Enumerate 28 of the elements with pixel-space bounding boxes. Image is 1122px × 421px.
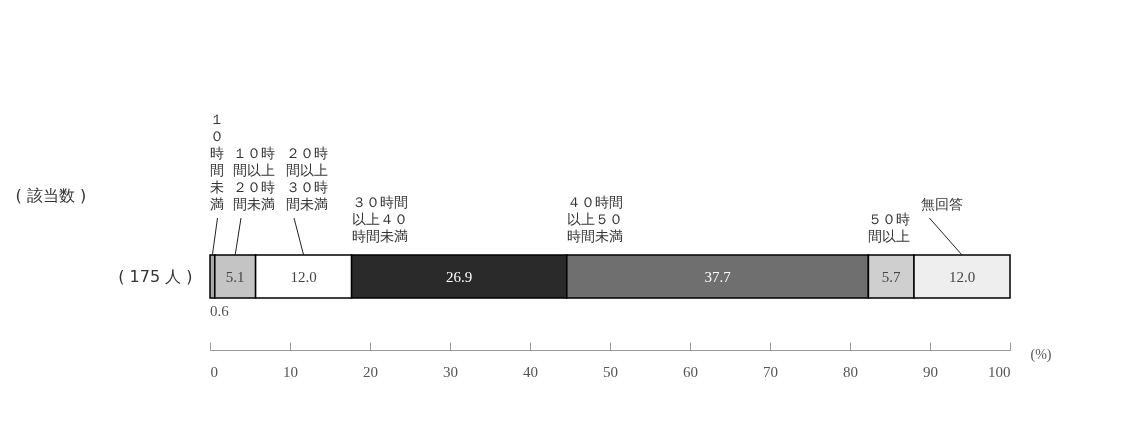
data-label: 5.1 <box>225 268 245 285</box>
text: １０時間未満 <box>210 111 224 212</box>
x-tick-label: 70 <box>763 363 778 380</box>
data-label: 26.9 <box>446 268 473 285</box>
text: ２０時間以上３０時間未満 <box>286 145 328 212</box>
x-tick-label: 20 <box>363 363 378 380</box>
series-label: ４０時間以上５０時間未満 <box>566 194 623 244</box>
x-tick-label: 50 <box>603 363 618 380</box>
x-tick-label: 100 <box>988 363 1011 380</box>
x-axis-title: (%) <box>1030 346 1052 363</box>
data-label: 0.6 <box>210 303 230 319</box>
x-tick-label: 90 <box>923 363 938 380</box>
x-tick-label: 0 <box>210 363 218 380</box>
x-tick-label: 40 <box>523 363 538 380</box>
x-tick-label: 80 <box>843 363 858 380</box>
y-tick-label: ( 175 人 ) <box>118 266 193 286</box>
data-label: 5.7 <box>881 268 902 285</box>
series-label: ５０時間以上 <box>868 211 911 244</box>
data-label: 12.0 <box>290 268 317 285</box>
data-label: 37.7 <box>704 268 732 285</box>
data-label: 12.0 <box>948 268 976 285</box>
text: 無回答 <box>921 196 964 212</box>
x-tick-label: 60 <box>683 363 698 380</box>
series-label: ３０時間以上４０時間未満 <box>351 194 408 244</box>
x-tick-label: 10 <box>283 363 298 380</box>
y-axis-title: ( 該当数 ) <box>15 185 87 205</box>
x-tick-label: 30 <box>443 363 458 380</box>
text: １０時間以上２０時間未満 <box>233 145 275 212</box>
